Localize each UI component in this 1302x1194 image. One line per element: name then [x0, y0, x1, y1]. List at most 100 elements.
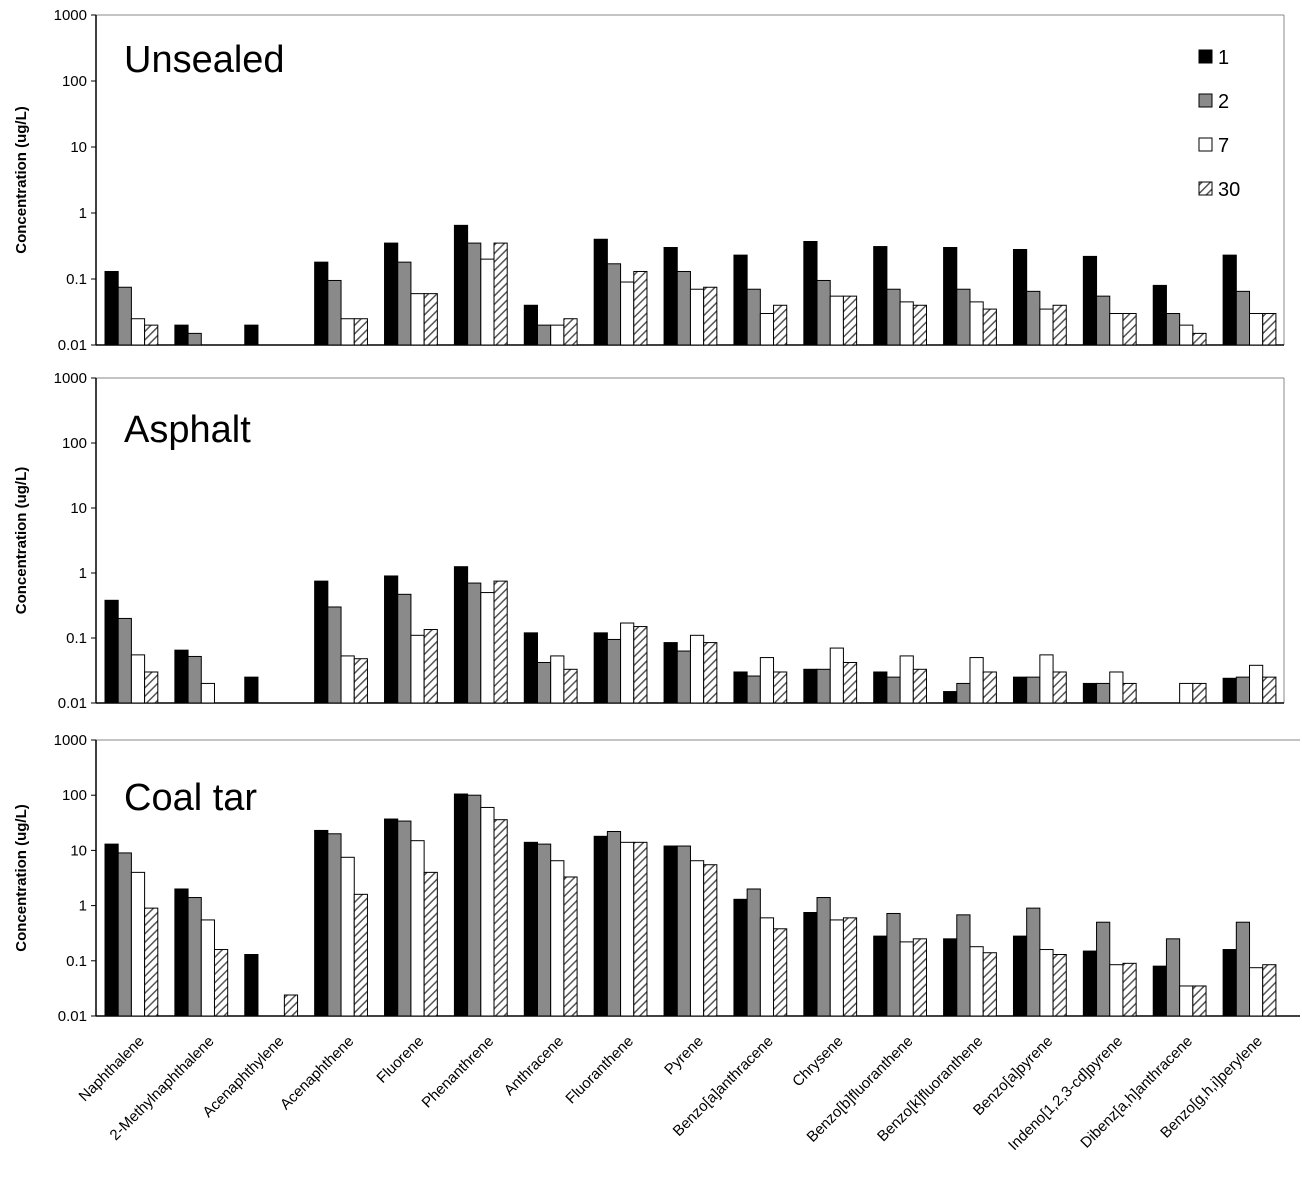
bar-asphalt-2 — [117, 617, 132, 704]
bar-asphalt-30 — [353, 658, 368, 704]
bar-asphalt-30 — [493, 580, 508, 704]
bar-unsealed-2 — [956, 288, 971, 346]
bar-coal-tar-1 — [314, 829, 329, 1017]
bar-asphalt-7 — [1109, 671, 1124, 704]
y-tick-label: 1000 — [54, 370, 87, 387]
bar-asphalt-2 — [187, 655, 202, 704]
bar-coal-tar-7 — [1179, 985, 1194, 1017]
bar-asphalt-7 — [410, 634, 425, 704]
bar-unsealed-2 — [327, 279, 342, 346]
panel-title: Unsealed — [124, 39, 285, 81]
bar-unsealed-2 — [886, 288, 901, 346]
bar-unsealed-1 — [384, 242, 399, 346]
bar-coal-tar-7 — [480, 806, 495, 1017]
bar-unsealed-30 — [633, 270, 648, 346]
bar-coal-tar-7 — [550, 860, 565, 1017]
bar-coal-tar-30 — [493, 819, 508, 1017]
bar-coal-tar-7 — [1109, 964, 1124, 1017]
bar-coal-tar-2 — [816, 897, 831, 1017]
bar-coal-tar-2 — [1235, 921, 1251, 1017]
bar-unsealed-30 — [563, 318, 578, 346]
bar-coal-tar-30 — [1122, 962, 1137, 1017]
bar-unsealed-7 — [1039, 308, 1054, 346]
bar-unsealed-1 — [453, 224, 469, 346]
legend-item-1: 1 — [1198, 47, 1229, 69]
bar-coal-tar-1 — [104, 843, 119, 1017]
bar-asphalt-1 — [523, 632, 538, 704]
y-tick-label: 1000 — [54, 732, 87, 749]
bar-unsealed-30 — [144, 324, 159, 346]
bar-unsealed-1 — [943, 247, 958, 346]
bar-coal-tar-30 — [1192, 985, 1207, 1017]
bar-coal-tar-7 — [410, 840, 425, 1017]
bar-unsealed-7 — [1249, 313, 1264, 346]
bar-unsealed-2 — [117, 286, 132, 346]
bar-coal-tar-30 — [423, 871, 438, 1017]
bar-unsealed-2 — [397, 261, 412, 346]
bar-unsealed-30 — [982, 308, 997, 346]
bar-unsealed-7 — [759, 313, 775, 346]
bar-asphalt-30 — [144, 671, 159, 704]
category-label: Fluoranthene — [562, 1033, 637, 1108]
bar-coal-tar-30 — [563, 876, 578, 1017]
y-tick-label: 100 — [62, 787, 87, 804]
bar-asphalt-2 — [1026, 676, 1041, 704]
bar-unsealed-2 — [1026, 290, 1041, 346]
legend-swatch — [1198, 137, 1213, 152]
bar-asphalt-2 — [536, 661, 552, 704]
bar-asphalt-30 — [563, 668, 578, 704]
bar-asphalt-7 — [969, 657, 984, 704]
bar-unsealed-30 — [1122, 313, 1137, 346]
legend-label: 1 — [1218, 47, 1229, 69]
bar-coal-tar-2 — [676, 845, 691, 1017]
panel-2: 0.01 0.1 1 10 100 1000 Concentration (ug/L) Coa… — [13, 732, 1300, 1025]
bar-coal-tar-1 — [384, 818, 399, 1017]
bar-asphalt-1 — [943, 691, 958, 704]
bar-asphalt-2 — [956, 682, 971, 704]
bar-asphalt-2 — [886, 676, 901, 704]
bar-asphalt-2 — [606, 638, 622, 704]
bar-asphalt-7 — [620, 622, 635, 704]
bar-unsealed-7 — [480, 258, 495, 346]
bar-unsealed-1 — [174, 324, 189, 346]
category-label: Chrysene — [789, 1033, 846, 1090]
legend-item-30: 30 — [1198, 179, 1240, 201]
bar-coal-tar-30 — [912, 938, 928, 1017]
bar-unsealed-2 — [606, 263, 622, 346]
bar-unsealed-30 — [353, 318, 368, 346]
bar-coal-tar-1 — [174, 888, 189, 1017]
legend-swatch — [1198, 93, 1213, 108]
bar-coal-tar-30 — [633, 841, 648, 1017]
bar-coal-tar-7 — [899, 941, 914, 1017]
bar-unsealed-1 — [1012, 248, 1028, 346]
bar-coal-tar-30 — [144, 907, 159, 1017]
category-label: Phenanthrene — [419, 1033, 498, 1112]
y-tick-label: 100 — [62, 73, 87, 90]
bar-coal-tar-2 — [606, 830, 622, 1017]
panel-0: 0.01 0.1 1 10 100 1000 Concentration (ug/L) Uns… — [13, 7, 1285, 354]
bar-coal-tar-30 — [1052, 954, 1067, 1017]
panel-title: Coal tar — [124, 777, 257, 819]
bar-asphalt-7 — [200, 682, 215, 704]
bar-coal-tar-1 — [663, 845, 678, 1017]
bar-asphalt-1 — [803, 668, 818, 704]
bar-unsealed-30 — [842, 295, 858, 346]
bar-coal-tar-1 — [1152, 965, 1167, 1017]
legend-label: 7 — [1218, 135, 1229, 157]
bar-unsealed-30 — [703, 286, 718, 346]
bar-coal-tar-1 — [453, 793, 469, 1017]
bar-unsealed-2 — [536, 324, 552, 346]
bar-coal-tar-1 — [1222, 949, 1237, 1017]
bar-unsealed-1 — [873, 246, 888, 346]
legend-item-2: 2 — [1198, 91, 1229, 113]
bar-coal-tar-7 — [130, 871, 146, 1017]
y-tick-label: 10 — [70, 500, 87, 517]
bar-unsealed-1 — [733, 254, 748, 346]
bar-asphalt-7 — [689, 634, 705, 704]
bar-asphalt-2 — [327, 606, 342, 704]
bar-coal-tar-1 — [1082, 950, 1098, 1017]
bar-coal-tar-30 — [982, 952, 997, 1017]
bar-unsealed-1 — [1222, 254, 1237, 346]
bar-unsealed-30 — [773, 304, 788, 346]
